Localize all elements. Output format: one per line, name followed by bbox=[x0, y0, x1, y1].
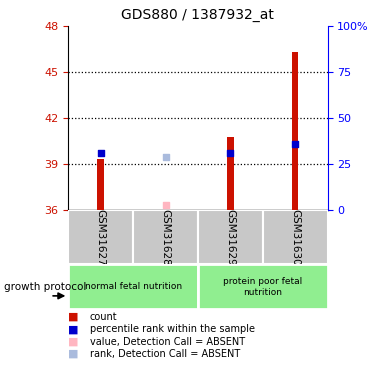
Point bbox=[292, 141, 298, 147]
Text: GSM31630: GSM31630 bbox=[290, 209, 300, 266]
Text: ■: ■ bbox=[68, 324, 79, 334]
Text: protein poor fetal
nutrition: protein poor fetal nutrition bbox=[223, 277, 302, 297]
Text: GSM31629: GSM31629 bbox=[225, 209, 235, 266]
Point bbox=[162, 202, 168, 208]
Point bbox=[162, 154, 168, 160]
Text: GSM31627: GSM31627 bbox=[96, 209, 106, 266]
Text: rank, Detection Call = ABSENT: rank, Detection Call = ABSENT bbox=[90, 349, 240, 359]
Bar bbox=[68, 210, 133, 264]
Text: percentile rank within the sample: percentile rank within the sample bbox=[90, 324, 255, 334]
Text: ■: ■ bbox=[68, 349, 79, 359]
Bar bbox=[198, 264, 328, 309]
Point bbox=[98, 150, 104, 156]
Bar bbox=[227, 136, 234, 210]
Text: GSM31628: GSM31628 bbox=[161, 209, 170, 266]
Point bbox=[227, 150, 234, 156]
Bar bbox=[133, 210, 198, 264]
Bar bbox=[263, 210, 328, 264]
Title: GDS880 / 1387932_at: GDS880 / 1387932_at bbox=[122, 9, 274, 22]
Text: ■: ■ bbox=[68, 312, 79, 322]
Text: growth protocol: growth protocol bbox=[4, 282, 86, 292]
Bar bbox=[98, 159, 104, 210]
Bar bbox=[198, 210, 263, 264]
Bar bbox=[292, 52, 298, 210]
Text: ■: ■ bbox=[68, 337, 79, 346]
Text: count: count bbox=[90, 312, 117, 322]
Text: normal fetal nutrition: normal fetal nutrition bbox=[85, 282, 182, 291]
Bar bbox=[68, 264, 198, 309]
Text: value, Detection Call = ABSENT: value, Detection Call = ABSENT bbox=[90, 337, 245, 346]
